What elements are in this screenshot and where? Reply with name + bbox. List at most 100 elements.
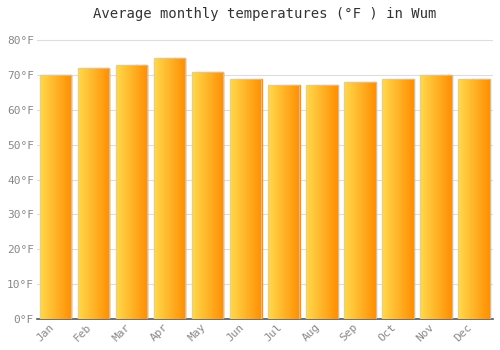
Bar	[352, 82, 353, 319]
Bar	[268, 85, 269, 319]
Bar	[236, 78, 238, 319]
Bar	[315, 85, 316, 319]
Bar	[197, 71, 198, 319]
Bar	[450, 75, 451, 319]
Bar	[485, 78, 486, 319]
Bar	[270, 85, 272, 319]
Bar	[292, 85, 294, 319]
Bar	[79, 68, 80, 319]
Bar	[64, 75, 65, 319]
Bar	[401, 78, 402, 319]
Bar	[277, 85, 278, 319]
Bar	[372, 82, 373, 319]
Bar	[102, 68, 103, 319]
Bar	[98, 68, 100, 319]
Bar	[218, 71, 219, 319]
Bar	[83, 68, 84, 319]
Bar	[306, 85, 307, 319]
Bar	[468, 78, 469, 319]
Bar	[89, 68, 90, 319]
Bar	[336, 85, 338, 319]
Bar	[310, 85, 311, 319]
Bar	[288, 85, 290, 319]
Bar	[354, 82, 356, 319]
Bar	[118, 65, 120, 319]
Bar	[121, 65, 122, 319]
Bar	[344, 82, 345, 319]
Bar	[348, 82, 349, 319]
Bar	[384, 78, 385, 319]
Bar	[435, 75, 436, 319]
Bar	[362, 82, 363, 319]
Bar	[488, 78, 489, 319]
Bar	[235, 78, 236, 319]
Bar	[97, 68, 98, 319]
Bar	[467, 78, 468, 319]
Bar	[216, 71, 217, 319]
Bar	[428, 75, 429, 319]
Bar	[56, 75, 58, 319]
Bar	[45, 75, 46, 319]
Bar	[154, 58, 155, 319]
Bar	[405, 78, 406, 319]
Bar	[86, 68, 88, 319]
Bar	[47, 75, 48, 319]
Bar	[444, 75, 446, 319]
Bar	[399, 78, 400, 319]
Bar	[163, 58, 164, 319]
Bar	[420, 75, 421, 319]
Bar	[179, 58, 180, 319]
Bar	[278, 85, 280, 319]
Bar	[426, 75, 428, 319]
Bar	[245, 78, 246, 319]
Bar	[106, 68, 107, 319]
Bar	[463, 78, 464, 319]
Bar	[66, 75, 68, 319]
Bar	[63, 75, 64, 319]
Bar	[260, 78, 262, 319]
Bar	[100, 68, 101, 319]
Bar	[412, 78, 413, 319]
Bar	[203, 71, 204, 319]
Bar	[350, 82, 352, 319]
Bar	[397, 78, 398, 319]
Bar	[176, 58, 177, 319]
Bar	[243, 78, 244, 319]
Bar	[360, 82, 361, 319]
Bar	[192, 71, 193, 319]
Bar	[241, 78, 242, 319]
Bar	[396, 78, 397, 319]
Bar	[138, 65, 139, 319]
Bar	[250, 78, 252, 319]
Bar	[404, 78, 405, 319]
Bar	[177, 58, 178, 319]
Bar	[330, 85, 332, 319]
Bar	[202, 71, 203, 319]
Bar	[244, 78, 245, 319]
Bar	[44, 75, 45, 319]
Bar	[168, 58, 169, 319]
Bar	[132, 65, 134, 319]
Bar	[314, 85, 315, 319]
Bar	[84, 68, 85, 319]
Bar	[104, 68, 106, 319]
Bar	[257, 78, 258, 319]
Bar	[388, 78, 390, 319]
Bar	[238, 78, 239, 319]
Bar	[161, 58, 162, 319]
Bar	[180, 58, 181, 319]
Bar	[208, 71, 210, 319]
Bar	[206, 71, 207, 319]
Bar	[424, 75, 425, 319]
Bar	[103, 68, 104, 319]
Bar	[458, 78, 460, 319]
Bar	[198, 71, 200, 319]
Bar	[80, 68, 82, 319]
Bar	[253, 78, 254, 319]
Bar	[356, 82, 357, 319]
Bar	[48, 75, 49, 319]
Bar	[402, 78, 404, 319]
Bar	[306, 85, 338, 319]
Bar	[214, 71, 215, 319]
Bar	[383, 78, 384, 319]
